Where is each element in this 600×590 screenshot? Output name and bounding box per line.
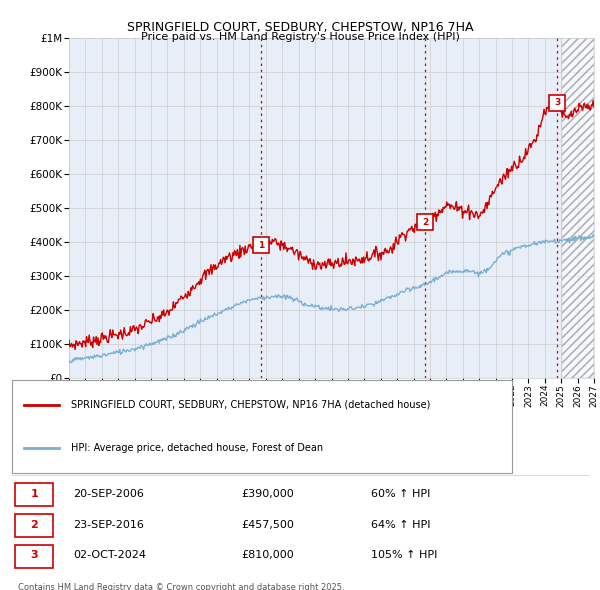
Text: 105% ↑ HPI: 105% ↑ HPI bbox=[371, 550, 437, 560]
Text: 3: 3 bbox=[31, 550, 38, 560]
Text: Price paid vs. HM Land Registry's House Price Index (HPI): Price paid vs. HM Land Registry's House … bbox=[140, 32, 460, 42]
Text: 1: 1 bbox=[258, 241, 265, 250]
FancyBboxPatch shape bbox=[15, 545, 53, 568]
Text: £457,500: £457,500 bbox=[241, 520, 294, 529]
Text: 02-OCT-2024: 02-OCT-2024 bbox=[74, 550, 146, 560]
FancyBboxPatch shape bbox=[15, 483, 53, 506]
Text: 23-SEP-2016: 23-SEP-2016 bbox=[74, 520, 145, 529]
Text: 3: 3 bbox=[554, 99, 560, 107]
FancyBboxPatch shape bbox=[15, 514, 53, 537]
Text: £810,000: £810,000 bbox=[241, 550, 294, 560]
Text: 60% ↑ HPI: 60% ↑ HPI bbox=[371, 489, 430, 499]
Text: 20-SEP-2006: 20-SEP-2006 bbox=[74, 489, 145, 499]
Text: £390,000: £390,000 bbox=[241, 489, 294, 499]
Text: SPRINGFIELD COURT, SEDBURY, CHEPSTOW, NP16 7HA (detached house): SPRINGFIELD COURT, SEDBURY, CHEPSTOW, NP… bbox=[71, 400, 430, 410]
Text: 2: 2 bbox=[31, 520, 38, 529]
Text: 1: 1 bbox=[31, 489, 38, 499]
Text: HPI: Average price, detached house, Forest of Dean: HPI: Average price, detached house, Fore… bbox=[71, 442, 323, 453]
Bar bbox=[561, 38, 594, 378]
Text: 64% ↑ HPI: 64% ↑ HPI bbox=[371, 520, 430, 529]
Text: 2: 2 bbox=[422, 218, 428, 227]
Text: SPRINGFIELD COURT, SEDBURY, CHEPSTOW, NP16 7HA: SPRINGFIELD COURT, SEDBURY, CHEPSTOW, NP… bbox=[127, 21, 473, 34]
FancyBboxPatch shape bbox=[12, 379, 512, 473]
Text: Contains HM Land Registry data © Crown copyright and database right 2025.
This d: Contains HM Land Registry data © Crown c… bbox=[18, 584, 344, 590]
